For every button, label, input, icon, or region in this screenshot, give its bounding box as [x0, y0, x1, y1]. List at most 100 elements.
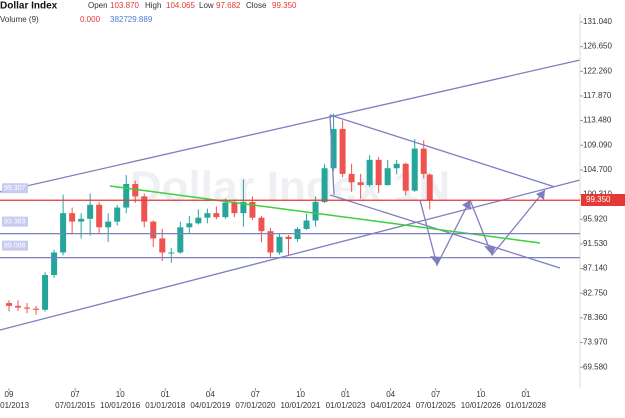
x-tick-label: 09/01/2013: [0, 401, 30, 410]
arrowhead: [462, 200, 471, 210]
triangle-side: [329, 114, 335, 196]
candle-body: [177, 227, 184, 253]
candle-body: [258, 217, 265, 232]
x-tick-label: 10/01/2026: [461, 401, 502, 410]
candle-body: [249, 201, 256, 218]
candle-body: [114, 207, 121, 222]
x-tick-short: 10: [116, 390, 125, 399]
value: 97.682: [216, 1, 241, 10]
arrowheads: [430, 190, 545, 265]
label: High: [145, 1, 161, 10]
value: 382729.889: [110, 15, 153, 24]
x-tick-short: 09: [5, 390, 14, 399]
x-tick-label: 04/01/2019: [190, 401, 231, 410]
candle-body: [69, 213, 76, 222]
candle-body: [87, 204, 94, 219]
x-tick-short: 01: [341, 390, 350, 399]
y-tick-label: 126.650: [583, 42, 612, 51]
candle-body: [267, 231, 274, 253]
candle-body: [42, 274, 49, 310]
candle-body: [24, 307, 31, 309]
x-tick-label: 10/01/2016: [100, 401, 141, 410]
price-label-box: [581, 193, 625, 206]
y-tick-label: 95.920: [583, 214, 608, 223]
candle-body: [276, 236, 283, 253]
channel-lower: [0, 179, 581, 331]
triangle-upper: [329, 114, 556, 188]
candle-body: [159, 238, 166, 253]
candle-body: [339, 128, 346, 174]
watermark: Dollar Index 1N: [130, 163, 450, 212]
candle-body: [132, 183, 139, 197]
x-tick-label: 01/01/2018: [145, 401, 186, 410]
label: Low: [199, 1, 214, 10]
y-tick-label: 104.700: [583, 165, 612, 174]
arrowhead: [484, 246, 496, 255]
candle-body: [6, 303, 13, 306]
level-label: 93.363: [4, 218, 26, 225]
candle-body: [168, 252, 175, 254]
x-tick-short: 07: [71, 390, 80, 399]
candle-body: [33, 308, 40, 310]
candle-body: [60, 213, 67, 253]
x-tick-label: 07/01/2025: [416, 401, 457, 410]
x-tick-short: 10: [476, 390, 485, 399]
x-tick-label: 04/01/2024: [371, 401, 412, 410]
candle-body: [420, 148, 427, 174]
x-tick-label: 01/01/2028: [506, 401, 547, 410]
y-tick-label: 73.970: [583, 338, 608, 347]
candle-body: [393, 163, 400, 169]
candle-body: [204, 213, 211, 218]
triangle-lower: [329, 194, 561, 269]
candle-body: [348, 173, 355, 183]
y-tick-label: 91.530: [583, 239, 608, 248]
candle-body: [402, 163, 409, 191]
y-tick-label: 122.260: [583, 66, 612, 75]
candle-body: [321, 168, 328, 202]
candle-body: [303, 220, 310, 229]
label: Open: [88, 1, 108, 10]
x-tick-label: 01/01/2023: [326, 401, 367, 410]
candle-body: [51, 252, 58, 275]
label: Close: [246, 1, 267, 10]
value: 0.000: [80, 15, 101, 24]
candle-body: [357, 182, 364, 186]
candle-body: [195, 217, 202, 224]
candle-body: [285, 236, 292, 240]
candle-body: [141, 196, 148, 222]
candle-body: [15, 305, 22, 308]
x-tick-short: 07: [251, 390, 260, 399]
y-tick-label: 117.870: [583, 91, 612, 100]
arrowhead: [536, 190, 545, 200]
y-tick-label: 87.140: [583, 264, 608, 273]
x-tick-label: 07/01/2015: [55, 401, 96, 410]
value: 103.870: [110, 1, 139, 10]
price-label: 99.350: [586, 195, 611, 204]
candle-body: [366, 159, 373, 186]
level-label-box: [2, 183, 28, 194]
label: Volume (9): [0, 15, 39, 24]
level-label-box: [2, 216, 28, 227]
value: 104.065: [166, 1, 195, 10]
candle-body: [312, 201, 319, 221]
title: Dollar Index: [0, 1, 58, 12]
x-tick-short: 07: [431, 390, 440, 399]
candle-body: [186, 223, 193, 228]
level-label-box: [2, 240, 28, 251]
candle-body: [240, 201, 247, 214]
x-tick-short: 04: [386, 390, 395, 399]
x-tick-label: 10/01/2021: [280, 401, 321, 410]
y-tick-label: 131.040: [583, 17, 612, 26]
candle-body: [411, 148, 418, 191]
value: 99.350: [272, 1, 297, 10]
level-label: 89.086: [4, 242, 26, 249]
y-tick-label: 82.750: [583, 288, 608, 297]
level-label: 99.307: [4, 185, 26, 192]
candle-body: [96, 204, 103, 228]
candle-body: [330, 128, 337, 169]
candle-body: [213, 213, 220, 218]
arrowhead: [430, 256, 442, 265]
candle-body: [105, 221, 112, 228]
